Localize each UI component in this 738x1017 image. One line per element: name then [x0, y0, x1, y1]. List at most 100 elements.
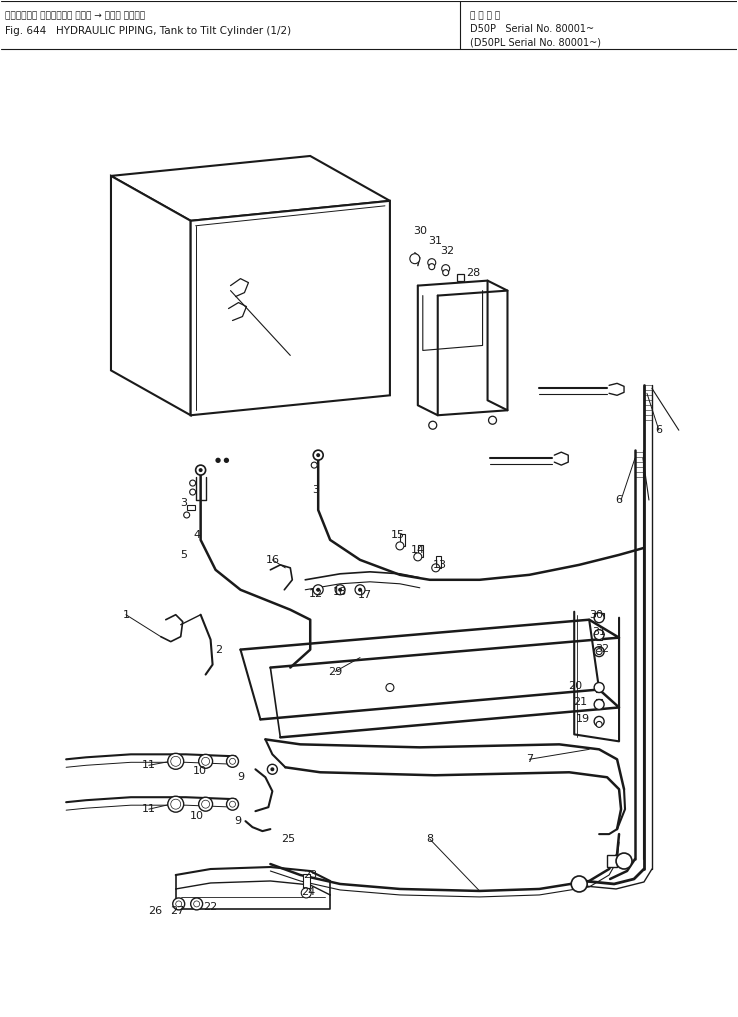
Text: 30: 30	[589, 610, 603, 619]
Circle shape	[170, 757, 181, 766]
Circle shape	[594, 647, 604, 657]
Text: 32: 32	[441, 246, 455, 255]
Polygon shape	[111, 176, 190, 415]
Text: 30: 30	[413, 226, 427, 236]
Circle shape	[199, 755, 213, 768]
Circle shape	[190, 898, 203, 910]
Text: 20: 20	[568, 680, 582, 691]
Circle shape	[199, 468, 203, 472]
Text: 9: 9	[237, 772, 244, 782]
Circle shape	[358, 588, 362, 592]
Text: 4: 4	[193, 530, 200, 540]
Bar	[596, 700, 602, 710]
Circle shape	[432, 563, 440, 572]
Text: 8: 8	[427, 834, 433, 844]
Polygon shape	[190, 200, 390, 415]
Circle shape	[196, 465, 206, 475]
Circle shape	[173, 898, 184, 910]
Text: 32: 32	[595, 644, 609, 654]
Circle shape	[489, 416, 497, 424]
Circle shape	[190, 480, 196, 486]
Bar	[607, 855, 617, 868]
Circle shape	[199, 797, 213, 812]
Text: 3: 3	[311, 485, 319, 495]
Circle shape	[410, 253, 420, 263]
Circle shape	[616, 853, 632, 869]
Text: 19: 19	[576, 714, 590, 724]
Circle shape	[230, 801, 235, 807]
Text: 7: 7	[526, 755, 533, 765]
Circle shape	[594, 630, 604, 640]
Circle shape	[594, 700, 604, 710]
Circle shape	[313, 585, 323, 595]
Text: 14: 14	[411, 545, 425, 555]
Text: 2: 2	[215, 645, 222, 655]
Circle shape	[184, 512, 190, 518]
Circle shape	[201, 758, 210, 766]
Circle shape	[313, 451, 323, 460]
Text: 24: 24	[301, 887, 315, 897]
Text: 10: 10	[190, 812, 204, 821]
Text: 16: 16	[266, 555, 280, 564]
Circle shape	[311, 462, 317, 468]
Circle shape	[443, 270, 449, 276]
Circle shape	[267, 765, 277, 774]
Circle shape	[168, 796, 184, 813]
Text: 26: 26	[148, 906, 162, 916]
Text: 3: 3	[180, 498, 187, 508]
Text: 21: 21	[573, 698, 587, 708]
Circle shape	[428, 258, 435, 266]
Circle shape	[176, 901, 182, 907]
Circle shape	[190, 489, 196, 495]
Text: 29: 29	[328, 666, 342, 676]
Text: 6: 6	[655, 425, 663, 435]
Text: 17: 17	[358, 590, 372, 600]
Text: 12: 12	[309, 589, 323, 599]
Bar	[400, 534, 405, 546]
Circle shape	[429, 421, 437, 429]
Circle shape	[168, 754, 184, 769]
Bar	[187, 505, 195, 510]
Circle shape	[414, 553, 422, 560]
Polygon shape	[111, 156, 390, 221]
Circle shape	[301, 888, 311, 898]
Text: 6: 6	[615, 495, 623, 505]
Text: D50P   Serial No. 80001~: D50P Serial No. 80001~	[469, 24, 594, 35]
Bar	[596, 630, 602, 640]
Circle shape	[193, 901, 200, 907]
Bar	[596, 682, 602, 693]
Bar	[457, 274, 463, 281]
Circle shape	[170, 799, 181, 810]
Bar	[418, 545, 423, 557]
Text: 1: 1	[123, 610, 129, 619]
Circle shape	[442, 264, 449, 273]
Text: 23: 23	[303, 870, 317, 880]
Circle shape	[338, 588, 342, 592]
Text: Fig. 644   HYDRAULIC PIPING, Tank to Tilt Cylinder (1/2): Fig. 644 HYDRAULIC PIPING, Tank to Tilt …	[5, 26, 292, 37]
Text: 適 用 号 機: 適 用 号 機	[469, 11, 500, 20]
Text: 18: 18	[333, 587, 347, 597]
Circle shape	[396, 542, 404, 550]
Text: 15: 15	[391, 530, 405, 540]
Circle shape	[270, 767, 275, 771]
Circle shape	[316, 588, 320, 592]
Circle shape	[571, 876, 587, 892]
Text: 9: 9	[234, 817, 241, 826]
Circle shape	[335, 585, 345, 595]
Text: 11: 11	[142, 761, 156, 770]
Circle shape	[201, 800, 210, 809]
Bar	[303, 874, 310, 888]
Circle shape	[355, 585, 365, 595]
Text: 13: 13	[432, 559, 446, 570]
Text: 27: 27	[170, 906, 184, 916]
Circle shape	[596, 721, 602, 727]
Circle shape	[594, 612, 604, 622]
Circle shape	[594, 682, 604, 693]
Text: ● ●: ● ●	[215, 457, 230, 463]
Circle shape	[227, 756, 238, 767]
Text: 31: 31	[428, 236, 442, 246]
Text: (D50PL Serial No. 80001~): (D50PL Serial No. 80001~)	[469, 38, 601, 48]
Circle shape	[596, 649, 602, 655]
Circle shape	[386, 683, 394, 692]
Circle shape	[429, 263, 435, 270]
